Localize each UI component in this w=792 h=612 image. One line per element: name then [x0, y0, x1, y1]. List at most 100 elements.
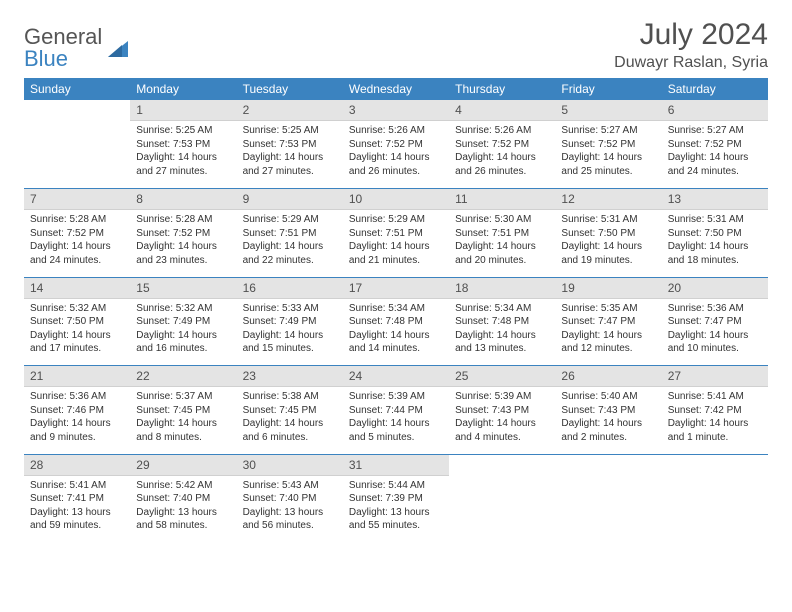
day-number: 10	[343, 189, 449, 210]
day-details: Sunrise: 5:36 AMSunset: 7:46 PMDaylight:…	[24, 387, 130, 446]
calendar-cell: 25Sunrise: 5:39 AMSunset: 7:43 PMDayligh…	[449, 366, 555, 454]
day-details: Sunrise: 5:35 AMSunset: 7:47 PMDaylight:…	[555, 299, 661, 358]
weekday-header: Monday	[130, 78, 236, 100]
weekday-header: Saturday	[662, 78, 768, 100]
day-number: 26	[555, 366, 661, 387]
day-details: Sunrise: 5:34 AMSunset: 7:48 PMDaylight:…	[449, 299, 555, 358]
calendar-cell: 15Sunrise: 5:32 AMSunset: 7:49 PMDayligh…	[130, 277, 236, 365]
calendar-cell	[555, 454, 661, 542]
day-number: 27	[662, 366, 768, 387]
day-details: Sunrise: 5:36 AMSunset: 7:47 PMDaylight:…	[662, 299, 768, 358]
day-details: Sunrise: 5:29 AMSunset: 7:51 PMDaylight:…	[237, 210, 343, 269]
calendar-cell: 7Sunrise: 5:28 AMSunset: 7:52 PMDaylight…	[24, 189, 130, 277]
day-number: 23	[237, 366, 343, 387]
calendar-week-row: 28Sunrise: 5:41 AMSunset: 7:41 PMDayligh…	[24, 454, 768, 542]
weekday-header: Friday	[555, 78, 661, 100]
day-details: Sunrise: 5:27 AMSunset: 7:52 PMDaylight:…	[662, 121, 768, 180]
calendar-cell: 19Sunrise: 5:35 AMSunset: 7:47 PMDayligh…	[555, 277, 661, 365]
calendar-cell: 29Sunrise: 5:42 AMSunset: 7:40 PMDayligh…	[130, 454, 236, 542]
day-number: 6	[662, 100, 768, 121]
day-number: 4	[449, 100, 555, 121]
calendar-table: Sunday Monday Tuesday Wednesday Thursday…	[24, 78, 768, 542]
calendar-cell: 13Sunrise: 5:31 AMSunset: 7:50 PMDayligh…	[662, 189, 768, 277]
day-details: Sunrise: 5:27 AMSunset: 7:52 PMDaylight:…	[555, 121, 661, 180]
calendar-cell: 18Sunrise: 5:34 AMSunset: 7:48 PMDayligh…	[449, 277, 555, 365]
day-details: Sunrise: 5:30 AMSunset: 7:51 PMDaylight:…	[449, 210, 555, 269]
day-number: 5	[555, 100, 661, 121]
logo-text-2: Blue	[24, 48, 102, 70]
day-details: Sunrise: 5:31 AMSunset: 7:50 PMDaylight:…	[662, 210, 768, 269]
calendar-cell: 8Sunrise: 5:28 AMSunset: 7:52 PMDaylight…	[130, 189, 236, 277]
calendar-cell: 22Sunrise: 5:37 AMSunset: 7:45 PMDayligh…	[130, 366, 236, 454]
calendar-cell: 16Sunrise: 5:33 AMSunset: 7:49 PMDayligh…	[237, 277, 343, 365]
day-details: Sunrise: 5:39 AMSunset: 7:44 PMDaylight:…	[343, 387, 449, 446]
day-number: 16	[237, 278, 343, 299]
day-details: Sunrise: 5:28 AMSunset: 7:52 PMDaylight:…	[130, 210, 236, 269]
day-details: Sunrise: 5:44 AMSunset: 7:39 PMDaylight:…	[343, 476, 449, 535]
calendar-cell: 3Sunrise: 5:26 AMSunset: 7:52 PMDaylight…	[343, 100, 449, 188]
calendar-cell: 5Sunrise: 5:27 AMSunset: 7:52 PMDaylight…	[555, 100, 661, 188]
day-number: 18	[449, 278, 555, 299]
calendar-cell: 9Sunrise: 5:29 AMSunset: 7:51 PMDaylight…	[237, 189, 343, 277]
day-details: Sunrise: 5:41 AMSunset: 7:42 PMDaylight:…	[662, 387, 768, 446]
day-details: Sunrise: 5:28 AMSunset: 7:52 PMDaylight:…	[24, 210, 130, 269]
calendar-cell	[24, 100, 130, 188]
calendar-cell: 26Sunrise: 5:40 AMSunset: 7:43 PMDayligh…	[555, 366, 661, 454]
calendar-cell: 27Sunrise: 5:41 AMSunset: 7:42 PMDayligh…	[662, 366, 768, 454]
calendar-cell: 4Sunrise: 5:26 AMSunset: 7:52 PMDaylight…	[449, 100, 555, 188]
day-details: Sunrise: 5:41 AMSunset: 7:41 PMDaylight:…	[24, 476, 130, 535]
day-number: 17	[343, 278, 449, 299]
day-details: Sunrise: 5:34 AMSunset: 7:48 PMDaylight:…	[343, 299, 449, 358]
day-details: Sunrise: 5:39 AMSunset: 7:43 PMDaylight:…	[449, 387, 555, 446]
logo-text-1: General	[24, 26, 102, 48]
day-number: 14	[24, 278, 130, 299]
day-number: 19	[555, 278, 661, 299]
day-number: 24	[343, 366, 449, 387]
day-details: Sunrise: 5:42 AMSunset: 7:40 PMDaylight:…	[130, 476, 236, 535]
day-number: 30	[237, 455, 343, 476]
day-number: 20	[662, 278, 768, 299]
logo: General Blue	[24, 26, 132, 70]
day-number: 7	[24, 189, 130, 210]
day-number: 25	[449, 366, 555, 387]
weekday-header-row: Sunday Monday Tuesday Wednesday Thursday…	[24, 78, 768, 100]
day-details: Sunrise: 5:25 AMSunset: 7:53 PMDaylight:…	[237, 121, 343, 180]
weekday-header: Thursday	[449, 78, 555, 100]
day-number: 11	[449, 189, 555, 210]
calendar-cell: 20Sunrise: 5:36 AMSunset: 7:47 PMDayligh…	[662, 277, 768, 365]
day-number: 31	[343, 455, 449, 476]
day-number: 1	[130, 100, 236, 121]
calendar-cell: 23Sunrise: 5:38 AMSunset: 7:45 PMDayligh…	[237, 366, 343, 454]
day-details: Sunrise: 5:32 AMSunset: 7:50 PMDaylight:…	[24, 299, 130, 358]
day-number: 22	[130, 366, 236, 387]
calendar-cell: 24Sunrise: 5:39 AMSunset: 7:44 PMDayligh…	[343, 366, 449, 454]
day-number: 2	[237, 100, 343, 121]
location: Duwayr Raslan, Syria	[614, 54, 768, 72]
calendar-cell: 21Sunrise: 5:36 AMSunset: 7:46 PMDayligh…	[24, 366, 130, 454]
day-details: Sunrise: 5:32 AMSunset: 7:49 PMDaylight:…	[130, 299, 236, 358]
calendar-cell: 10Sunrise: 5:29 AMSunset: 7:51 PMDayligh…	[343, 189, 449, 277]
calendar-week-row: 21Sunrise: 5:36 AMSunset: 7:46 PMDayligh…	[24, 366, 768, 454]
day-details: Sunrise: 5:40 AMSunset: 7:43 PMDaylight:…	[555, 387, 661, 446]
calendar-cell: 14Sunrise: 5:32 AMSunset: 7:50 PMDayligh…	[24, 277, 130, 365]
calendar-cell: 30Sunrise: 5:43 AMSunset: 7:40 PMDayligh…	[237, 454, 343, 542]
header: General Blue July 2024 Duwayr Raslan, Sy…	[24, 18, 768, 72]
calendar-cell: 12Sunrise: 5:31 AMSunset: 7:50 PMDayligh…	[555, 189, 661, 277]
day-number: 9	[237, 189, 343, 210]
calendar-cell: 2Sunrise: 5:25 AMSunset: 7:53 PMDaylight…	[237, 100, 343, 188]
day-details: Sunrise: 5:29 AMSunset: 7:51 PMDaylight:…	[343, 210, 449, 269]
day-number: 21	[24, 366, 130, 387]
calendar-cell: 28Sunrise: 5:41 AMSunset: 7:41 PMDayligh…	[24, 454, 130, 542]
calendar-cell	[449, 454, 555, 542]
weekday-header: Wednesday	[343, 78, 449, 100]
calendar-cell: 11Sunrise: 5:30 AMSunset: 7:51 PMDayligh…	[449, 189, 555, 277]
day-number: 12	[555, 189, 661, 210]
day-details: Sunrise: 5:37 AMSunset: 7:45 PMDaylight:…	[130, 387, 236, 446]
logo-triangle-icon	[106, 35, 132, 61]
day-details: Sunrise: 5:25 AMSunset: 7:53 PMDaylight:…	[130, 121, 236, 180]
calendar-week-row: 7Sunrise: 5:28 AMSunset: 7:52 PMDaylight…	[24, 189, 768, 277]
day-details: Sunrise: 5:31 AMSunset: 7:50 PMDaylight:…	[555, 210, 661, 269]
day-number: 3	[343, 100, 449, 121]
day-number: 13	[662, 189, 768, 210]
calendar-cell: 17Sunrise: 5:34 AMSunset: 7:48 PMDayligh…	[343, 277, 449, 365]
